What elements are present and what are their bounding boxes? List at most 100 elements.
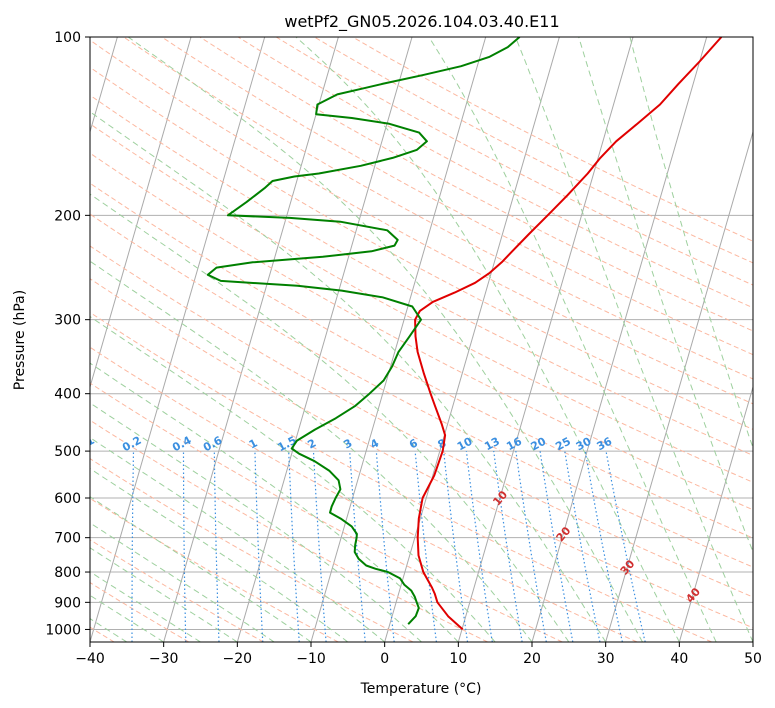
mixing-ratio-line [82, 451, 87, 642]
dry-adiabat-line [90, 245, 753, 598]
x-tick-label: 0 [380, 651, 389, 667]
dry-adiabat-line [90, 94, 753, 456]
mixing-ratio-line [312, 451, 327, 642]
dry-adiabat-line [90, 39, 753, 405]
isotherm-line [90, 37, 192, 389]
x-tick-label: −20 [223, 651, 253, 667]
moist-adiabat-line [629, 37, 753, 450]
mixing-ratio-line [515, 451, 547, 642]
dry-adiabat-line [123, 37, 753, 380]
isotherm-line [531, 37, 708, 642]
dry-adiabat-line [90, 66, 753, 430]
moist-adiabat-lines [90, 37, 753, 642]
mixing-ratio-line [213, 451, 220, 642]
mixing-ratio-label: 30 [574, 435, 594, 454]
dry-adiabat-line [90, 182, 753, 539]
mixing-ratio-label: 1 [247, 436, 260, 451]
moist-adiabat-line [90, 260, 533, 642]
mixing-ratio-line [493, 451, 523, 642]
dry-adiabat-line [275, 37, 753, 286]
y-axis: 1000 900 800 700 600 500 400 300 200 100 [45, 30, 90, 638]
mixing-ratio-line [414, 451, 437, 642]
dry-adiabat-label: 0 [0, 386, 1, 401]
mixing-ratio-line [605, 450, 646, 642]
sounding-series [206, 37, 723, 631]
dry-adiabat-line [90, 458, 414, 642]
moist-adiabat-line [90, 571, 201, 642]
dewpoint-line [206, 37, 521, 625]
moist-adiabat-label: 30 [618, 557, 638, 577]
mixing-ratio-line [539, 451, 574, 642]
y-tick-label: 800 [54, 565, 81, 581]
mixing-ratio-line [375, 451, 395, 642]
moist-adiabat-line [90, 522, 275, 642]
isotherm-line [310, 37, 487, 642]
moist-adiabat-line [515, 37, 753, 642]
isotherm-line [236, 37, 413, 642]
dry-adiabat-line [90, 382, 563, 642]
dry-adiabat-line [237, 37, 753, 309]
mixing-ratio-line [584, 451, 623, 642]
moist-adiabat-line [90, 315, 496, 642]
moist-adiabat-line [90, 467, 349, 642]
mixing-ratio-line [564, 451, 601, 642]
mixing-ratio-label: 36 [595, 435, 615, 454]
plot-frame [89, 36, 754, 643]
dry-adiabat-line [90, 311, 712, 642]
plot-area: 0.10.20.40.611.52346810131620253036-100-… [0, 36, 754, 643]
moist-adiabat-line [428, 37, 717, 642]
x-axis: −40 −30 −20 −10 0 10 20 30 40 50 [75, 642, 762, 667]
moist-adiabat-line [90, 111, 607, 642]
isotherm-line [605, 129, 753, 642]
dry-adiabat-line [90, 539, 264, 642]
mixing-ratio-line [465, 451, 493, 642]
x-tick-label: 40 [670, 651, 688, 667]
mixing-ratio-label: 10 [455, 435, 475, 454]
dry-adiabat-line [90, 497, 339, 642]
mixing-ratio-label: 13 [482, 435, 502, 454]
x-tick-label: 30 [597, 651, 615, 667]
moist-adiabat-line [90, 402, 422, 642]
mixing-ratio-label: 20 [529, 435, 549, 454]
y-tick-label: 300 [54, 313, 81, 329]
dry-adiabat-line [90, 581, 190, 642]
mixing-ratio-line [131, 451, 135, 642]
x-tick-label: −30 [149, 651, 179, 667]
isotherm-line [678, 385, 753, 642]
isotherm-lines [90, 37, 753, 642]
dry-adiabat-line [199, 37, 753, 332]
moist-adiabat-label: 10 [490, 488, 510, 508]
isotherm-line [384, 37, 560, 642]
mixing-ratio-line [443, 451, 469, 642]
moist-adiabat-line [295, 37, 680, 642]
dry-adiabat-line [161, 37, 753, 356]
moist-adiabat-label: 20 [554, 524, 574, 544]
x-tick-label: −10 [296, 651, 326, 667]
temperature-line [414, 37, 723, 631]
mixing-ratio-label: 2 [305, 436, 318, 451]
mixing-ratio-line [349, 451, 366, 642]
y-tick-label: 500 [54, 444, 81, 460]
x-tick-label: 50 [744, 651, 762, 667]
dry-adiabat-line [90, 123, 753, 483]
moist-adiabat-line [90, 437, 386, 642]
moist-adiabat-line [90, 193, 570, 642]
y-tick-label: 400 [54, 387, 81, 403]
mixing-ratio-label: 4 [368, 436, 381, 451]
isotherm-line [163, 37, 339, 642]
y-tick-label: 700 [54, 531, 81, 547]
y-tick-label: 1000 [45, 622, 81, 638]
dry-adiabat-line [90, 213, 753, 568]
y-tick-label: 100 [54, 30, 81, 46]
chart-title: wetPf2_GN05.2026.104.03.40.E11 [284, 12, 559, 32]
y-axis-title: Pressure (hPa) [12, 290, 28, 390]
mixing-ratio-label: 16 [504, 435, 524, 454]
x-tick-label: 10 [449, 651, 467, 667]
mixing-ratio-lines [82, 450, 646, 642]
isotherm-line [457, 37, 634, 642]
x-tick-label: −40 [75, 651, 105, 667]
moist-adiabat-line [90, 362, 459, 642]
isotherm-line [752, 640, 753, 642]
x-axis-title: Temperature (°C) [360, 681, 482, 697]
